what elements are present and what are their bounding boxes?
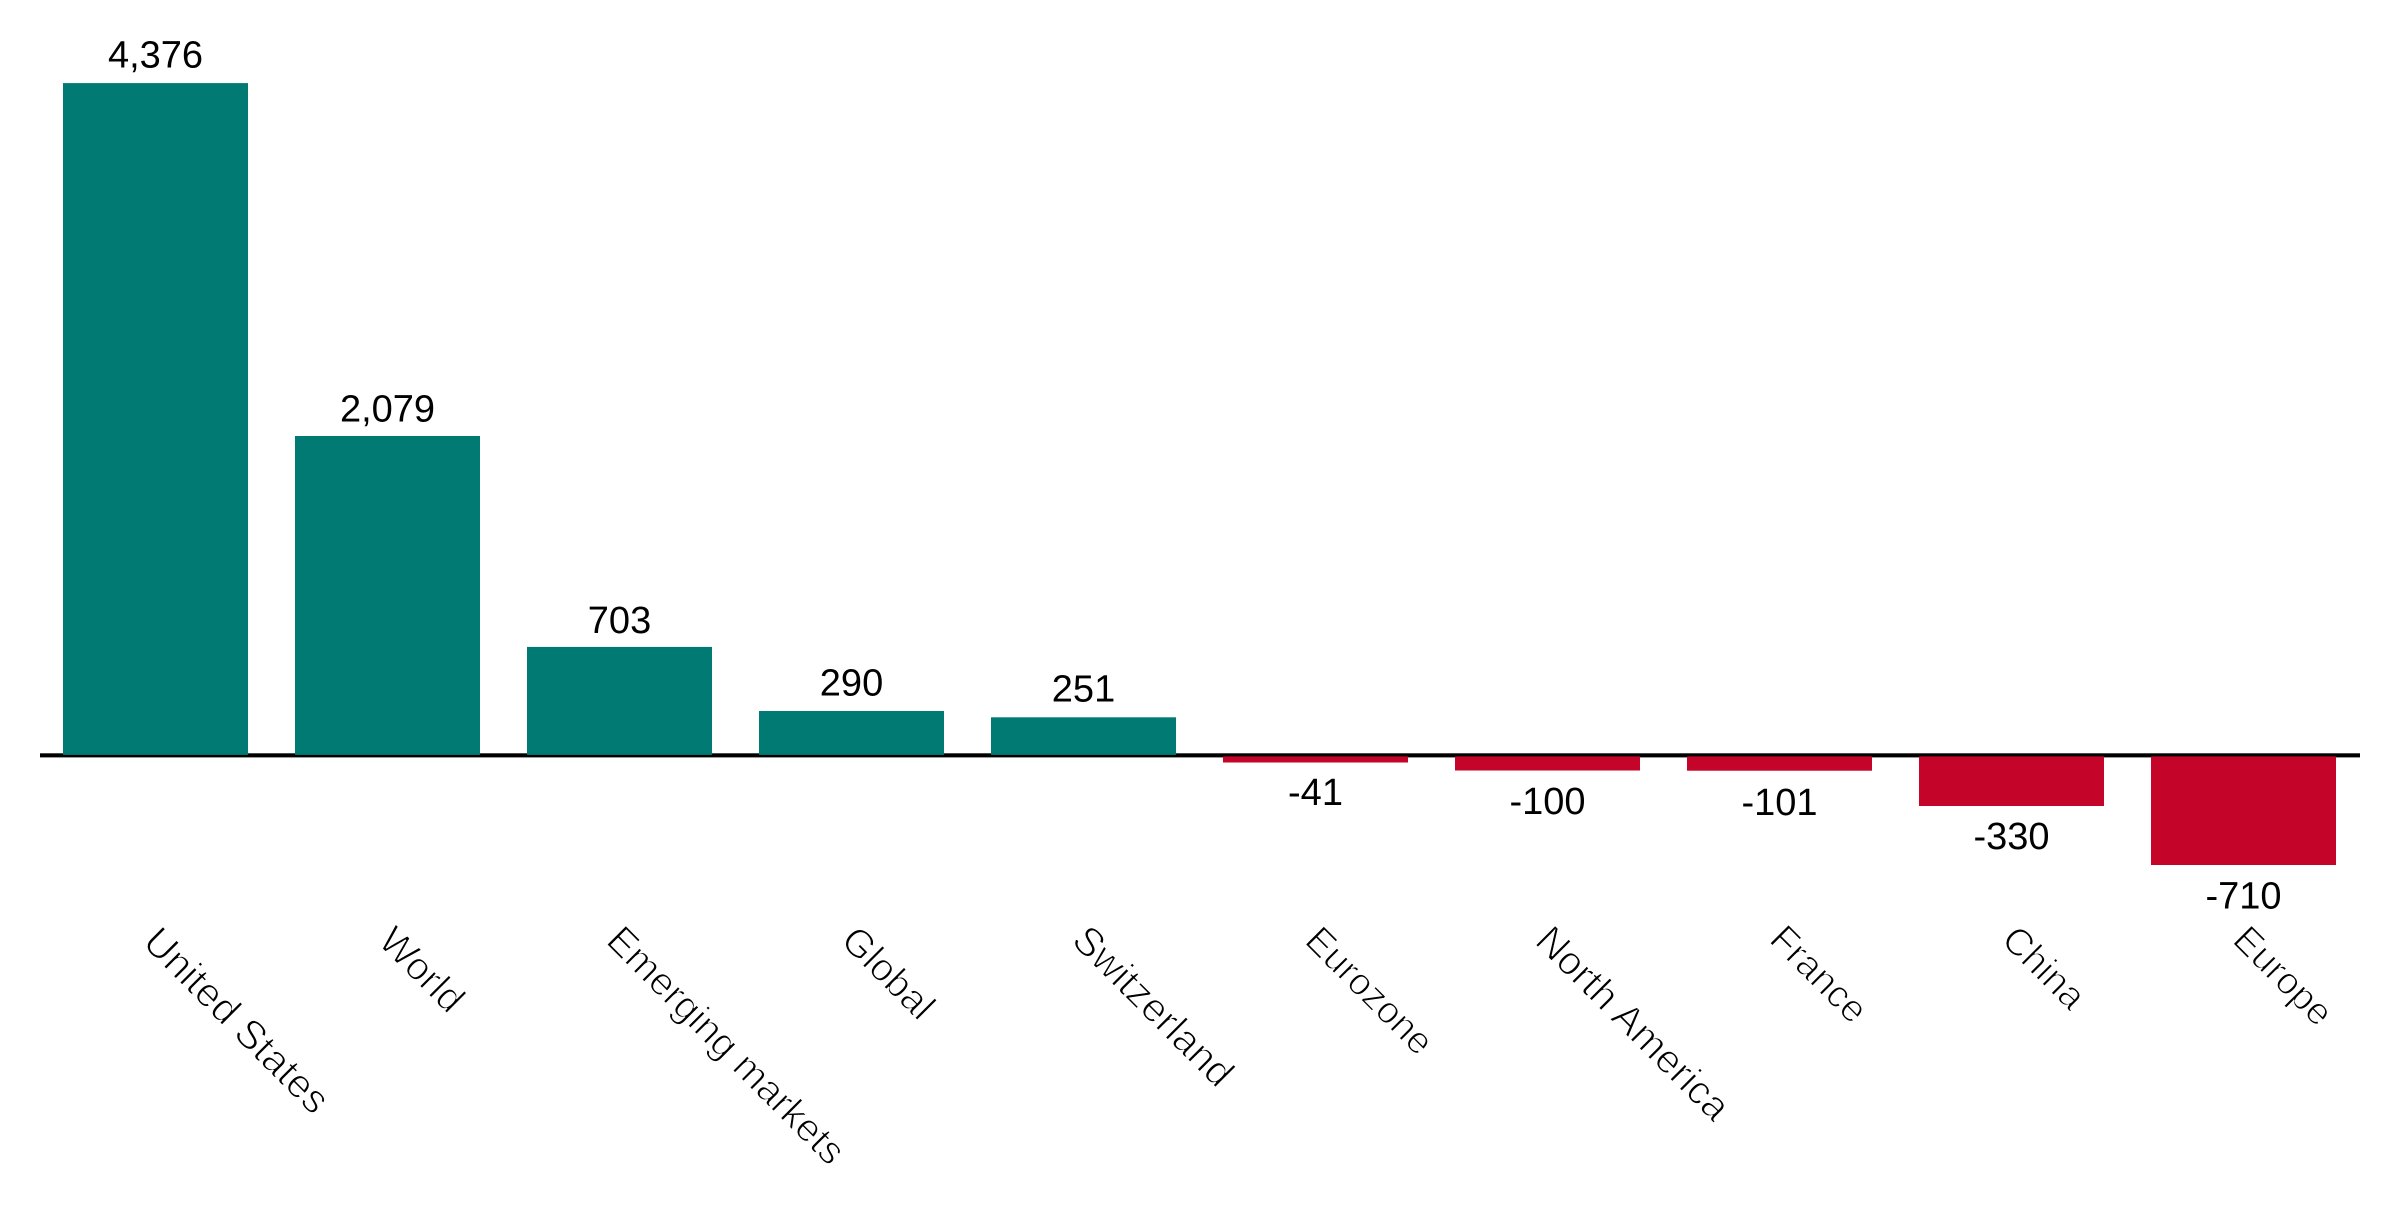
svg-text:703: 703 xyxy=(588,600,651,642)
svg-text:North America: North America xyxy=(1527,917,1740,1130)
svg-text:251: 251 xyxy=(1052,669,1115,711)
svg-text:-101: -101 xyxy=(1741,782,1817,824)
svg-text:-100: -100 xyxy=(1509,781,1585,823)
svg-text:-710: -710 xyxy=(2205,875,2281,917)
svg-text:-330: -330 xyxy=(1973,816,2049,858)
svg-text:290: 290 xyxy=(820,663,883,705)
svg-text:Emerging markets: Emerging markets xyxy=(598,918,853,1173)
svg-text:World: World xyxy=(370,918,473,1021)
svg-text:Switzerland: Switzerland xyxy=(1064,917,1243,1096)
svg-text:United States: United States xyxy=(135,918,340,1123)
svg-text:4,376: 4,376 xyxy=(108,35,203,77)
svg-text:China: China xyxy=(1993,917,2094,1018)
svg-text:Europe: Europe xyxy=(2225,918,2341,1034)
svg-text:Eurozone: Eurozone xyxy=(1297,919,1442,1064)
svg-text:2,079: 2,079 xyxy=(340,388,435,430)
svg-text:Global: Global xyxy=(833,918,943,1028)
svg-text:-41: -41 xyxy=(1288,772,1343,814)
svg-text:France: France xyxy=(1761,917,1876,1032)
